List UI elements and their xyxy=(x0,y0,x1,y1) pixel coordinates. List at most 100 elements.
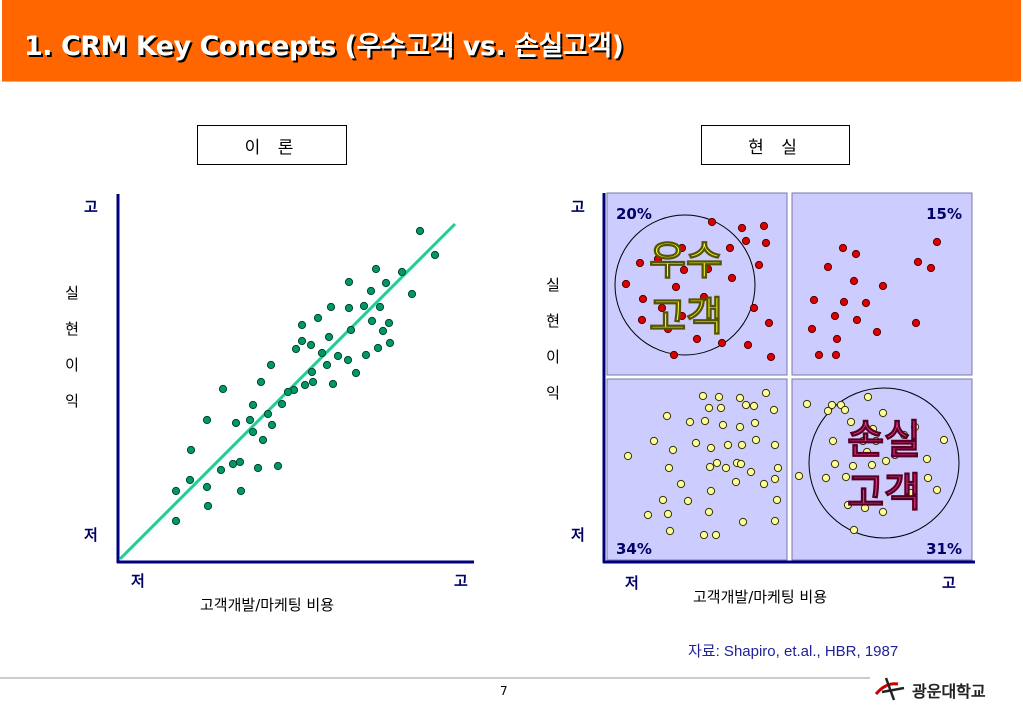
teal-point xyxy=(415,226,425,236)
yellow-point xyxy=(649,436,659,446)
teal-point xyxy=(407,289,417,299)
red-point xyxy=(637,315,647,325)
teal-point xyxy=(361,350,371,360)
red-point xyxy=(759,221,769,231)
left-y-low: 저 xyxy=(84,526,98,544)
yellow-point xyxy=(773,463,783,473)
teal-point xyxy=(258,435,268,445)
yellow-point xyxy=(704,507,714,517)
yellow-point xyxy=(868,424,878,434)
red-point xyxy=(831,350,841,360)
left-x-high: 고 xyxy=(454,572,468,590)
yellow-point xyxy=(823,406,833,416)
red-point xyxy=(677,243,687,253)
red-point xyxy=(679,265,689,275)
yellow-point xyxy=(643,510,653,520)
teal-point xyxy=(430,250,440,260)
yellow-point xyxy=(663,509,673,519)
red-point xyxy=(761,238,771,248)
yellow-point xyxy=(821,473,831,483)
yellow-point xyxy=(735,422,745,432)
teal-point xyxy=(291,344,301,354)
yellow-point xyxy=(830,459,840,469)
teal-point xyxy=(397,267,407,277)
teal-point xyxy=(359,301,369,311)
yellow-point xyxy=(862,447,872,457)
red-point xyxy=(839,297,849,307)
red-point xyxy=(707,217,717,227)
red-point xyxy=(838,243,848,253)
yellow-point xyxy=(699,530,709,540)
teal-point xyxy=(277,399,287,409)
red-point xyxy=(638,294,648,304)
pct-top-right: 15% xyxy=(926,205,962,223)
right-x-axis-label: 고객개발/마케팅 비용 xyxy=(693,588,828,606)
yellow-point xyxy=(750,418,760,428)
red-point xyxy=(861,298,871,308)
right-y-char-3: 이 xyxy=(546,348,560,366)
teal-point xyxy=(248,427,258,437)
yellow-point xyxy=(718,420,728,430)
teal-point xyxy=(266,360,276,370)
teal-point xyxy=(373,343,383,353)
yellow-point xyxy=(746,467,756,477)
yellow-point xyxy=(840,405,850,415)
red-point xyxy=(807,324,817,334)
teal-point xyxy=(245,415,255,425)
red-point xyxy=(830,311,840,321)
yellow-point xyxy=(858,436,868,446)
teal-point xyxy=(381,278,391,288)
yellow-point xyxy=(881,456,891,466)
left-y-char-4: 익 xyxy=(65,392,79,410)
pct-bottom-right: 31% xyxy=(926,540,962,558)
right-x-high: 고 xyxy=(942,574,956,592)
red-point xyxy=(677,311,687,321)
teal-point xyxy=(248,400,258,410)
red-point xyxy=(653,254,663,264)
left-y-char-1: 실 xyxy=(65,284,79,302)
right-y-high: 고 xyxy=(571,198,585,216)
yellow-point xyxy=(932,485,942,495)
yellow-point xyxy=(863,392,873,402)
red-point xyxy=(814,350,824,360)
teal-point xyxy=(385,338,395,348)
yellow-point xyxy=(841,472,851,482)
yellow-point xyxy=(737,440,747,450)
good-callout-line2: 고객 xyxy=(649,294,723,340)
teal-point xyxy=(235,457,245,467)
slide-title: 1. CRM Key Concepts (우수고객 vs. 손실고객) xyxy=(24,31,624,62)
logo-text: 광운대학교 xyxy=(912,682,986,701)
teal-point xyxy=(367,316,377,326)
teal-point xyxy=(273,461,283,471)
right-y-char-2: 현 xyxy=(546,312,560,330)
teal-point xyxy=(351,368,361,378)
yellow-point xyxy=(761,388,771,398)
teal-point xyxy=(253,463,263,473)
yellow-point xyxy=(736,459,746,469)
yellow-point xyxy=(731,477,741,487)
yellow-point xyxy=(939,435,949,445)
teal-point xyxy=(263,409,273,419)
teal-point xyxy=(306,340,316,350)
yellow-point xyxy=(827,400,837,410)
red-point xyxy=(749,303,759,313)
yellow-point xyxy=(668,445,678,455)
red-point xyxy=(913,257,923,267)
yellow-point xyxy=(698,391,708,401)
red-point xyxy=(703,264,713,274)
left-x-low: 저 xyxy=(131,572,145,590)
teal-point xyxy=(378,326,388,336)
teal-point xyxy=(375,302,385,312)
teal-point xyxy=(171,486,181,496)
teal-point xyxy=(344,277,354,287)
yellow-point xyxy=(848,461,858,471)
yellow-point xyxy=(723,440,733,450)
red-point xyxy=(621,279,631,289)
yellow-point xyxy=(683,496,693,506)
red-point xyxy=(926,263,936,273)
loss-customer-circle xyxy=(808,387,960,539)
teal-point xyxy=(328,379,338,389)
teal-point xyxy=(203,501,213,511)
yellow-point xyxy=(741,400,751,410)
